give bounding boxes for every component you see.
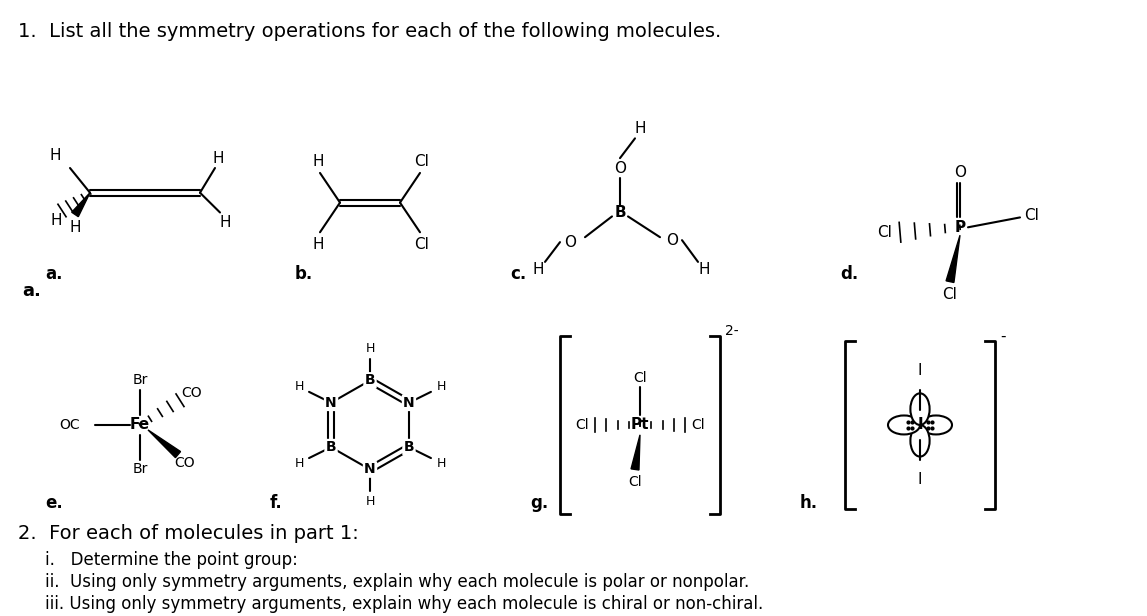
Text: Cl: Cl (629, 476, 642, 489)
Text: B: B (326, 440, 336, 454)
Text: H: H (312, 153, 323, 169)
Text: CO: CO (174, 455, 195, 469)
Text: B: B (614, 205, 626, 220)
Text: O: O (666, 233, 678, 248)
Text: CO: CO (181, 386, 202, 400)
Text: O: O (614, 161, 626, 176)
Text: e.: e. (45, 494, 63, 512)
Text: a.: a. (22, 282, 41, 299)
Text: H: H (634, 121, 646, 136)
Text: B: B (404, 440, 414, 454)
Text: O: O (564, 235, 576, 249)
Text: h.: h. (799, 494, 818, 512)
Text: N: N (326, 395, 337, 410)
Text: B: B (365, 373, 375, 387)
Text: I: I (918, 418, 923, 432)
Text: H: H (212, 151, 224, 166)
Text: Fe: Fe (130, 418, 150, 432)
Ellipse shape (920, 415, 952, 434)
Text: Cl: Cl (877, 225, 892, 240)
Text: Cl: Cl (633, 370, 647, 384)
Text: -: - (1000, 328, 1006, 344)
Text: I: I (918, 472, 922, 487)
Polygon shape (946, 235, 960, 283)
Text: N: N (365, 463, 376, 476)
Text: b.: b. (295, 265, 313, 283)
Text: H: H (49, 148, 61, 163)
Text: iii. Using only symmetry arguments, explain why each molecule is chiral or non-c: iii. Using only symmetry arguments, expl… (45, 595, 763, 613)
Text: g.: g. (530, 494, 548, 512)
Text: Pt: Pt (631, 418, 649, 432)
Text: H: H (365, 342, 375, 355)
Text: Cl: Cl (943, 287, 958, 302)
Text: Cl: Cl (692, 418, 704, 432)
Text: Cl: Cl (414, 237, 429, 251)
Polygon shape (72, 193, 89, 217)
Text: d.: d. (840, 265, 858, 283)
Text: P: P (954, 220, 966, 235)
Text: H: H (532, 262, 544, 277)
Text: H: H (699, 262, 710, 277)
Text: c.: c. (510, 265, 526, 283)
Text: Cl: Cl (575, 418, 588, 432)
Text: H: H (69, 220, 80, 235)
Text: O: O (954, 166, 966, 180)
Text: Cl: Cl (414, 153, 429, 169)
Text: Cl: Cl (1024, 208, 1039, 223)
Polygon shape (148, 430, 180, 458)
Text: f.: f. (270, 494, 283, 512)
Text: N: N (403, 395, 415, 410)
Text: i.   Determine the point group:: i. Determine the point group: (45, 551, 298, 569)
Text: 2.  For each of molecules in part 1:: 2. For each of molecules in part 1: (18, 524, 359, 543)
Text: ii.  Using only symmetry arguments, explain why each molecule is polar or nonpol: ii. Using only symmetry arguments, expla… (45, 573, 749, 591)
Text: a.: a. (45, 265, 62, 283)
Text: H: H (436, 381, 446, 394)
Text: Br: Br (132, 463, 148, 476)
Ellipse shape (911, 394, 929, 425)
Text: H: H (436, 456, 446, 469)
Text: 2-: 2- (725, 324, 739, 338)
Text: Br: Br (132, 373, 148, 387)
Text: I: I (918, 363, 922, 378)
Ellipse shape (911, 425, 929, 456)
Text: H: H (295, 456, 304, 469)
Text: H: H (365, 495, 375, 508)
Ellipse shape (888, 415, 920, 434)
Text: H: H (50, 213, 62, 228)
Text: H: H (295, 381, 304, 394)
Text: H: H (312, 237, 323, 251)
Text: 1.  List all the symmetry operations for each of the following molecules.: 1. List all the symmetry operations for … (18, 22, 721, 41)
Polygon shape (631, 435, 640, 470)
Text: OC: OC (60, 418, 80, 432)
Text: H: H (219, 215, 231, 230)
